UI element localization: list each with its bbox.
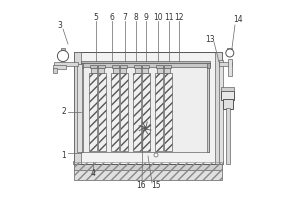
Bar [53,68,57,73]
Bar [221,87,234,91]
Text: 15: 15 [151,182,161,190]
Text: 10: 10 [153,14,163,22]
Bar [164,65,171,68]
Text: 14: 14 [233,16,243,24]
Bar [142,65,149,68]
Text: 7: 7 [123,14,128,22]
Bar [61,48,65,50]
Bar [81,63,83,68]
Text: 2: 2 [61,108,66,116]
Bar [89,73,97,151]
Bar [98,73,106,151]
Bar [112,65,119,68]
Bar [53,65,66,69]
Bar [228,59,232,76]
Bar [90,65,97,68]
Bar [120,68,126,73]
Text: 9: 9 [143,14,148,22]
Bar [164,73,172,151]
Bar [133,73,141,151]
Bar [98,65,105,68]
Bar [134,65,141,68]
Circle shape [226,49,234,57]
Bar [142,68,148,73]
Bar [81,63,210,67]
Bar [74,162,222,170]
Bar [120,73,128,151]
Bar [74,52,81,164]
Bar [219,62,232,66]
Bar [81,64,83,152]
Bar [227,48,232,50]
Bar [157,68,163,73]
Bar [142,73,150,151]
Text: 4: 4 [91,170,95,178]
Bar [111,73,119,151]
Text: 5: 5 [94,14,98,22]
Bar [54,62,78,66]
Bar [207,64,209,152]
Text: 13: 13 [205,36,215,45]
Bar [81,64,209,152]
Circle shape [144,127,146,129]
Bar [74,52,222,164]
Bar [120,65,127,68]
Bar [98,68,104,73]
Bar [226,108,230,164]
Bar [135,68,141,73]
Text: 3: 3 [57,21,62,30]
Bar [81,61,210,63]
Bar [219,60,224,164]
Text: 11: 11 [164,14,173,22]
Bar [207,63,210,68]
Bar [73,161,223,164]
Text: 12: 12 [174,14,184,22]
Bar [156,65,163,68]
Text: 6: 6 [110,14,114,22]
Bar [221,91,234,100]
Circle shape [57,50,69,62]
Bar [74,162,222,180]
Text: 8: 8 [134,14,138,22]
Bar [164,68,170,73]
Bar [91,68,97,73]
Bar [74,162,222,180]
Bar [215,52,222,164]
Bar [77,64,82,152]
Circle shape [154,153,158,157]
Bar [224,99,233,109]
Text: 1: 1 [61,152,66,160]
Text: 16: 16 [136,182,146,190]
Bar [155,73,163,151]
Bar [113,68,119,73]
